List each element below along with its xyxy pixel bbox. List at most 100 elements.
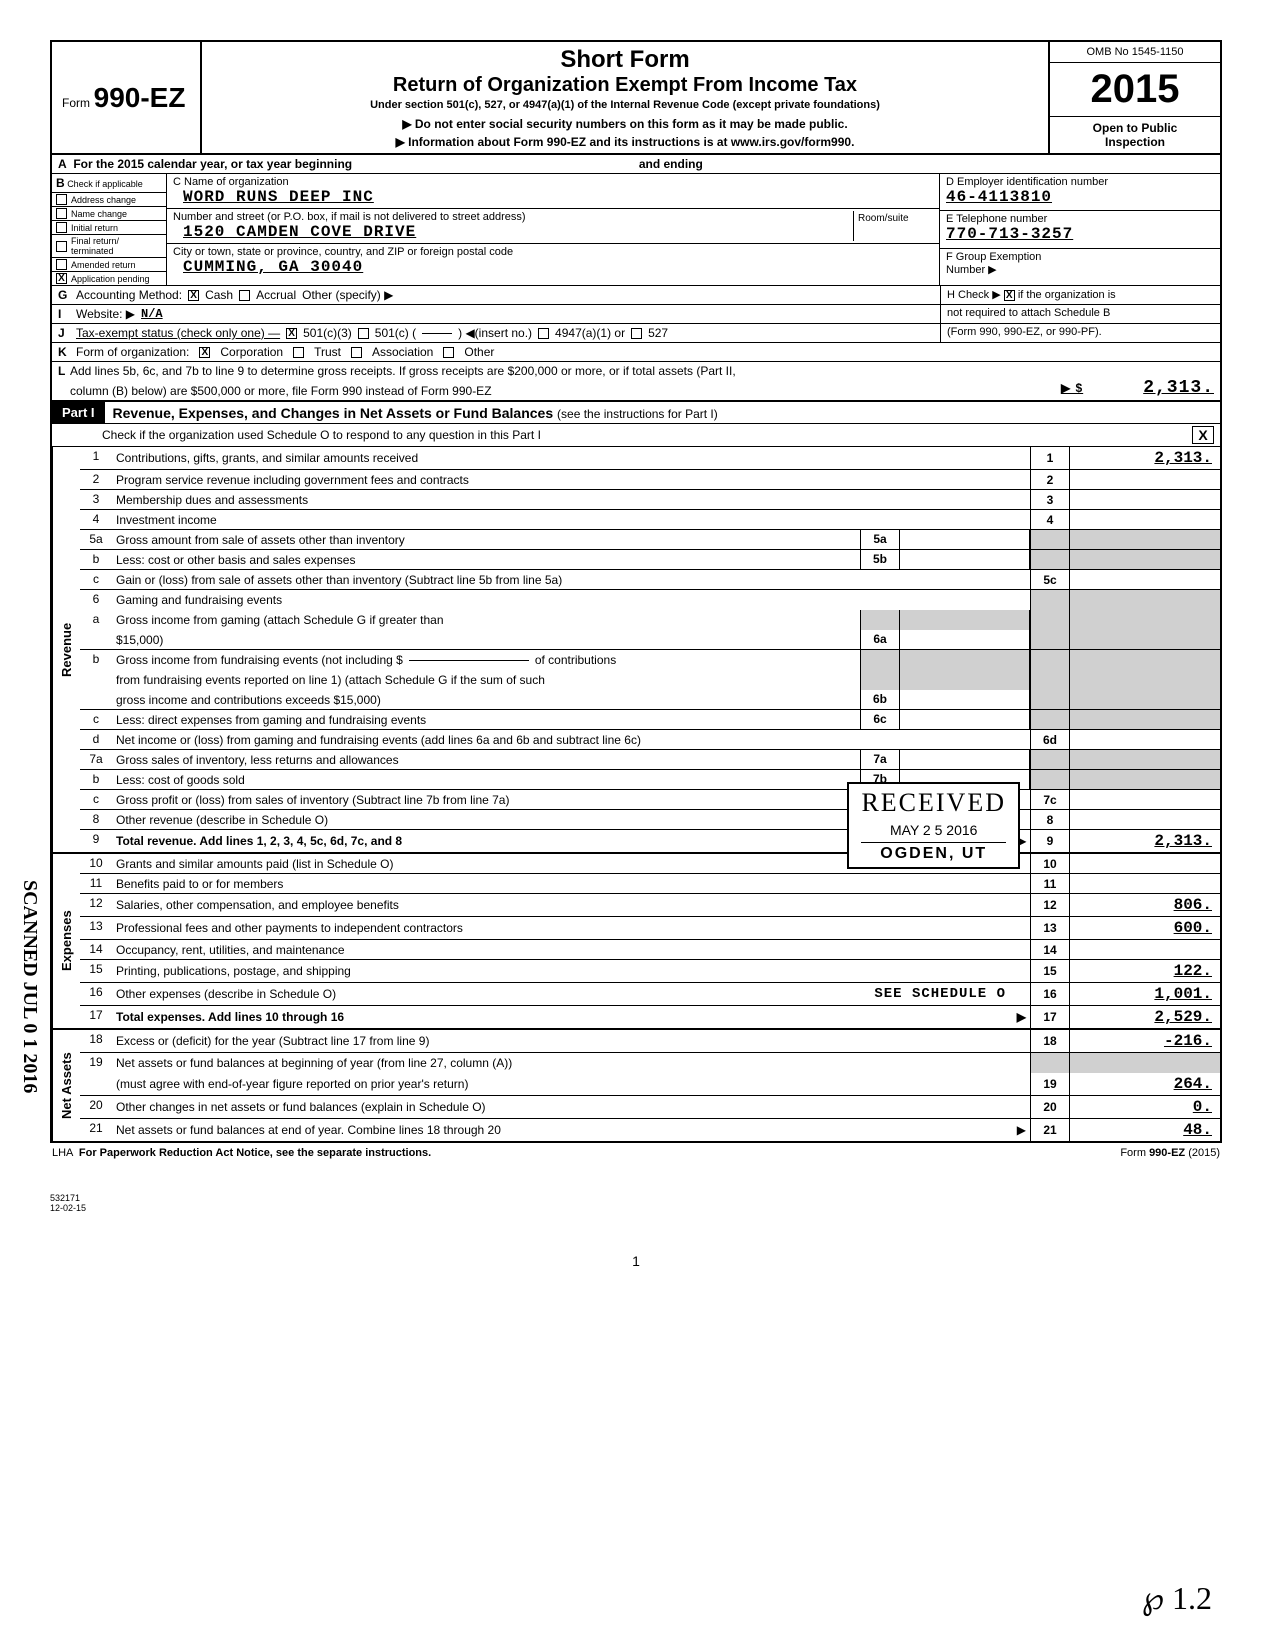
tax-exempt-label: Tax-exempt status (check only one) —	[76, 326, 280, 340]
right-val-shaded	[1070, 550, 1220, 569]
right-num: 2	[1030, 470, 1070, 489]
ein-row: D Employer identification number 46-4113…	[940, 174, 1220, 211]
chk-schedule-o[interactable]: X	[1192, 426, 1214, 444]
expenses-side-label: Expenses	[52, 854, 80, 1028]
row-ih: I Website: ▶ N/A not required to attach …	[50, 304, 1222, 323]
mid-num: 7a	[860, 750, 900, 769]
line-num	[80, 630, 112, 649]
right-num: 7c	[1030, 790, 1070, 809]
letter-j: J	[58, 326, 70, 340]
mid-num: 6a	[860, 630, 900, 649]
right-val-shaded	[1070, 710, 1220, 729]
mid-num: 6c	[860, 710, 900, 729]
line-7a-value	[900, 750, 1030, 769]
line-desc: Professional fees and other payments to …	[112, 917, 1030, 939]
line-desc: Net income or (loss) from gaming and fun…	[112, 730, 1030, 749]
form-of-org-label: Form of organization:	[76, 345, 189, 359]
chk-accrual[interactable]	[239, 290, 250, 301]
accounting-method-label: Accounting Method:	[76, 288, 182, 302]
col-b-checkboxes: B Check if applicable Address change Nam…	[52, 174, 167, 285]
mid-num-shaded	[860, 610, 900, 630]
chk-amended-return[interactable]: Amended return	[52, 258, 166, 272]
line-num: 8	[80, 810, 112, 829]
line-4-value	[1070, 510, 1220, 529]
form-header: Form 990-EZ Short Form Return of Organiz…	[50, 40, 1222, 155]
org-name-value: WORD RUNS DEEP INC	[183, 188, 933, 206]
chk-label: Final return/ terminated	[71, 236, 162, 256]
short-form-title: Short Form	[212, 46, 1038, 74]
letter-l: L	[58, 364, 70, 378]
letter-b: B	[56, 176, 65, 190]
letter-i: I	[58, 307, 70, 321]
letter-a: A	[58, 157, 70, 171]
line-18: 18 Excess or (deficit) for the year (Sub…	[80, 1030, 1220, 1053]
line-desc: Benefits paid to or for members	[112, 874, 1030, 893]
line-num: b	[80, 550, 112, 569]
line-num: 13	[80, 917, 112, 939]
org-name-label: C Name of organization	[173, 176, 933, 188]
tax-year: 2015	[1050, 63, 1220, 116]
chk-4947[interactable]	[538, 328, 549, 339]
org-city-row: City or town, state or province, country…	[167, 244, 939, 278]
line-17-value: 2,529.	[1070, 1006, 1220, 1028]
row-h: H Check ▶ X if the organization is	[940, 286, 1220, 304]
chk-501c3[interactable]: X	[286, 328, 297, 339]
line-5b-value	[900, 550, 1030, 569]
right-val-shaded	[1070, 610, 1220, 630]
line-desc: Program service revenue including govern…	[112, 470, 1030, 489]
line-desc: Less: cost or other basis and sales expe…	[112, 550, 860, 569]
line-num: 11	[80, 874, 112, 893]
row-j-wrap: J Tax-exempt status (check only one) — X…	[50, 323, 1222, 342]
row-l-text1: Add lines 5b, 6c, and 7b to line 9 to de…	[70, 364, 736, 378]
line-num: 16	[80, 983, 112, 1005]
chk-schedule-b[interactable]: X	[1004, 290, 1015, 301]
right-num-shaded	[1030, 650, 1070, 670]
501c-label: 501(c) (	[375, 326, 416, 340]
right-num: 19	[1030, 1073, 1070, 1095]
chk-other-org[interactable]	[443, 347, 454, 358]
line-6a-2: $15,000) 6a	[80, 630, 1220, 650]
line-19-1: 19 Net assets or fund balances at beginn…	[80, 1053, 1220, 1073]
line-desc: gross income and contributions exceeds $…	[112, 690, 860, 709]
line-num: 6	[80, 590, 112, 610]
right-num-shaded	[1030, 630, 1070, 649]
line-19-2: (must agree with end-of-year figure repo…	[80, 1073, 1220, 1096]
chk-label: Address change	[71, 195, 136, 205]
code-2: 12-02-15	[50, 1203, 1222, 1213]
row-h-cont: not required to attach Schedule B	[940, 305, 1220, 323]
line-desc: Net assets or fund balances at end of ye…	[112, 1119, 1030, 1141]
chk-527[interactable]	[631, 328, 642, 339]
open-public-2: Inspection	[1105, 135, 1165, 149]
code-1: 532171	[50, 1193, 1222, 1203]
chk-cash[interactable]: X	[188, 290, 199, 301]
org-city-value: CUMMING, GA 30040	[183, 258, 933, 276]
chk-corporation[interactable]: X	[199, 347, 210, 358]
right-num: 3	[1030, 490, 1070, 509]
right-val-shaded	[1070, 1053, 1220, 1073]
chk-final-return[interactable]: Final return/ terminated	[52, 235, 166, 258]
chk-initial-return[interactable]: Initial return	[52, 221, 166, 235]
chk-association[interactable]	[351, 347, 362, 358]
line-num: 4	[80, 510, 112, 529]
line-9: 9 Total revenue. Add lines 1, 2, 3, 4, 5…	[80, 830, 1220, 852]
website-value: N/A	[141, 307, 163, 321]
mid-val-shaded	[900, 610, 1030, 630]
right-num-shaded	[1030, 770, 1070, 789]
revenue-table: Revenue 1 Contributions, gifts, grants, …	[50, 447, 1222, 854]
chk-name-change[interactable]: Name change	[52, 207, 166, 221]
cash-label: Cash	[205, 288, 233, 302]
part-1-header: Part I Revenue, Expenses, and Changes in…	[50, 402, 1222, 424]
check-if-applicable: Check if applicable	[67, 179, 143, 189]
line-1: 1 Contributions, gifts, grants, and simi…	[80, 447, 1220, 470]
line-num: 18	[80, 1030, 112, 1052]
line-8: 8 Other revenue (describe in Schedule O)…	[80, 810, 1220, 830]
net-assets-table: Net Assets 18 Excess or (deficit) for th…	[50, 1030, 1222, 1143]
block-bcdef: B Check if applicable Address change Nam…	[50, 174, 1222, 285]
chk-address-change[interactable]: Address change	[52, 193, 166, 207]
chk-trust[interactable]	[293, 347, 304, 358]
right-num: 11	[1030, 874, 1070, 893]
line-desc: Gross sales of inventory, less returns a…	[112, 750, 860, 769]
title-box: Short Form Return of Organization Exempt…	[202, 42, 1050, 153]
chk-501c[interactable]	[358, 328, 369, 339]
chk-application-pending[interactable]: XApplication pending	[52, 272, 166, 285]
